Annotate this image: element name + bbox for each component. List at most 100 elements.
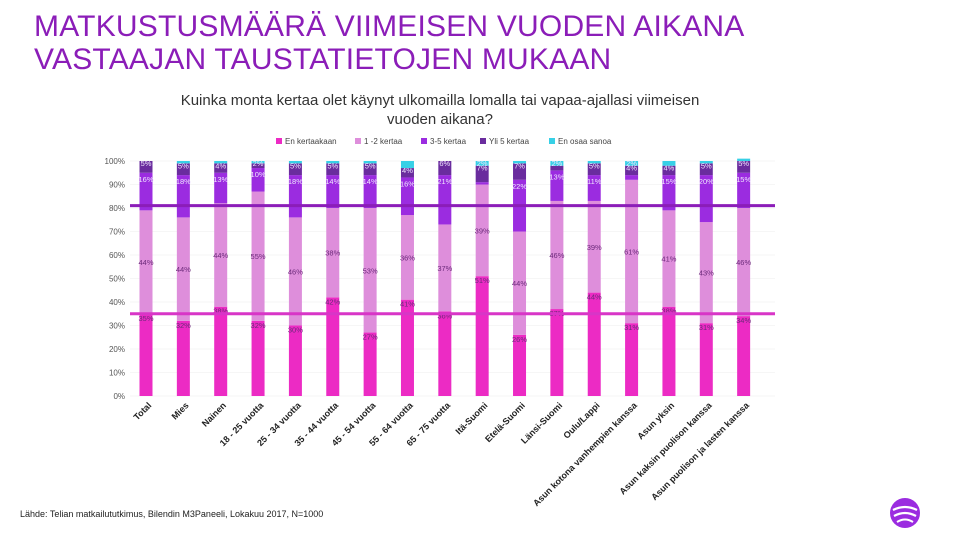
y-tick-20%: 20%: [109, 345, 125, 354]
bar-label-4-8: 4%: [402, 166, 413, 175]
bar-label-4-7: 5%: [365, 161, 376, 170]
bar-1-16: [699, 323, 713, 396]
bar-label-1-10: 51%: [475, 276, 490, 285]
bar-label-1-14: 31%: [624, 323, 639, 332]
bar-3-13: [587, 175, 601, 201]
source-note: Lähde: Telian matkailututkimus, Bilendin…: [20, 509, 324, 519]
bar-1-2: [176, 320, 190, 396]
bar-1-1: [139, 313, 153, 396]
bar-label-3-15: 15%: [661, 177, 676, 186]
bar-2-5: [288, 217, 302, 326]
x-tick-13: Oulu/Lappi: [561, 400, 601, 440]
bar-label-4-14: 4%: [626, 164, 637, 173]
bar-label-2-12: 46%: [549, 251, 564, 260]
y-tick-30%: 30%: [109, 322, 125, 331]
bar-label-2-7: 53%: [363, 266, 378, 275]
bar-4-9: [438, 161, 452, 176]
bar-label-1-8: 41%: [400, 300, 415, 309]
bar-1-3: [214, 306, 228, 396]
bar-4-15: [662, 165, 676, 176]
bar-1-9: [438, 311, 452, 396]
bar-3-3: [214, 172, 228, 204]
bar-label-2-4: 55%: [251, 252, 266, 261]
bar-label-4-2: 5%: [178, 161, 189, 170]
bar-5-16: [699, 161, 713, 164]
bar-label-3-8: 16%: [400, 179, 415, 188]
bar-label-4-10: 7%: [477, 164, 488, 173]
bar-label-2-17: 46%: [736, 258, 751, 267]
bar-label-4-5: 5%: [290, 161, 301, 170]
bar-label-1-16: 31%: [699, 323, 714, 332]
bar-5-14: [625, 161, 639, 166]
bar-1-10: [475, 276, 489, 396]
bar-5-12: [550, 161, 564, 166]
legend-label-5: En osaa sanoa: [558, 137, 612, 146]
bar-label-1-9: 36%: [437, 311, 452, 320]
bar-1-7: [363, 332, 377, 396]
bar-1-17: [737, 316, 751, 396]
bar-label-4-1: 5%: [141, 159, 152, 168]
bar-5-8: [400, 161, 414, 169]
bar-label-1-11: 26%: [512, 335, 527, 344]
bar-3-16: [699, 175, 713, 223]
bar-label-3-1: 16%: [138, 175, 153, 184]
bar-2-11: [513, 231, 527, 335]
y-tick-80%: 80%: [109, 204, 125, 213]
bar-1-14: [625, 323, 639, 396]
bar-5-4: [251, 161, 265, 164]
bar-4-1: [139, 161, 153, 173]
bar-label-2-5: 46%: [288, 267, 303, 276]
bar-label-5-10: 2%: [477, 159, 488, 168]
y-tick-60%: 60%: [109, 251, 125, 260]
bar-label-1-15: 38%: [661, 307, 676, 316]
bar-3-17: [737, 172, 751, 208]
bar-1-12: [550, 309, 564, 396]
legend-label-3: 3-5 kertaa: [430, 137, 467, 146]
bar-label-4-3: 4%: [215, 161, 226, 170]
bar-label-1-1: 35%: [138, 314, 153, 323]
bar-label-1-4: 32%: [251, 321, 266, 330]
bar-3-4: [251, 168, 265, 192]
bar-5-10: [475, 161, 489, 166]
bar-4-17: [737, 161, 751, 173]
bar-label-5-12: 2%: [551, 159, 562, 168]
bar-3-7: [363, 175, 377, 208]
slide-title: MATKUSTUSMÄÄRÄ VIIMEISEN VUODEN AIKANA V…: [34, 10, 914, 76]
bar-5-6: [326, 161, 340, 164]
bar-label-1-13: 44%: [587, 293, 602, 302]
bar-label-2-13: 39%: [587, 243, 602, 252]
bar-label-2-11: 44%: [512, 279, 527, 288]
chart-title-line-2: vuoden aikana?: [387, 111, 493, 128]
bar-2-17: [737, 208, 751, 317]
bar-3-14: [625, 175, 639, 180]
bar-3-1: [139, 172, 153, 211]
bar-label-3-11: 22%: [512, 182, 527, 191]
bar-4-8: [400, 168, 414, 178]
bar-label-2-9: 37%: [437, 264, 452, 273]
bar-4-12: [550, 165, 564, 171]
y-tick-100%: 100%: [105, 157, 125, 166]
bar-4-14: [625, 165, 639, 176]
bar-label-1-17: 34%: [736, 316, 751, 325]
bar-label-1-2: 32%: [176, 321, 191, 330]
bar-2-6: [326, 208, 340, 298]
bar-2-7: [363, 208, 377, 333]
bar-label-4-13: 5%: [589, 161, 600, 170]
legend-label-4: Yli 5 kertaa: [489, 137, 530, 146]
y-tick-10%: 10%: [109, 369, 125, 378]
x-tick-2: Mies: [170, 400, 191, 421]
bar-3-9: [438, 175, 452, 225]
bar-label-2-3: 44%: [213, 251, 228, 260]
bar-3-12: [550, 170, 564, 201]
bar-label-1-3: 38%: [213, 307, 228, 316]
chart-title-line-1: Kuinka monta kertaa olet käynyt ulkomail…: [181, 92, 700, 109]
bar-label-3-7: 14%: [363, 177, 378, 186]
bar-label-2-2: 44%: [176, 265, 191, 274]
bar-2-8: [400, 215, 414, 300]
bar-2-9: [438, 224, 452, 312]
slide-title-line-2: VASTAAJAN TAUSTATIETOJEN MUKAAN: [34, 43, 612, 76]
y-tick-50%: 50%: [109, 275, 125, 284]
bar-label-2-8: 36%: [400, 253, 415, 262]
bar-2-16: [699, 222, 713, 324]
